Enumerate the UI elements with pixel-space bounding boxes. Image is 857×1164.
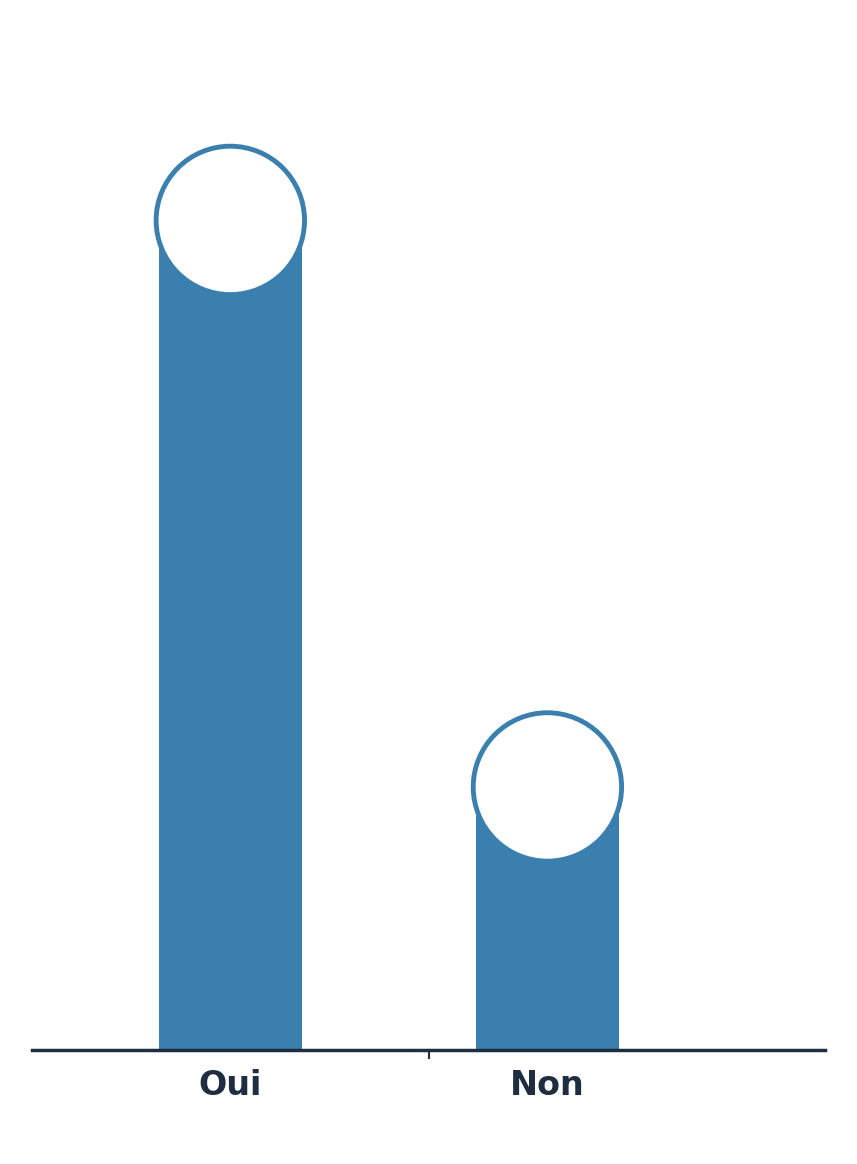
Bar (159, 220, 302, 1050)
Bar (476, 787, 619, 1050)
Text: 26%: 26% (500, 768, 594, 805)
Text: 82%: 82% (183, 201, 277, 240)
